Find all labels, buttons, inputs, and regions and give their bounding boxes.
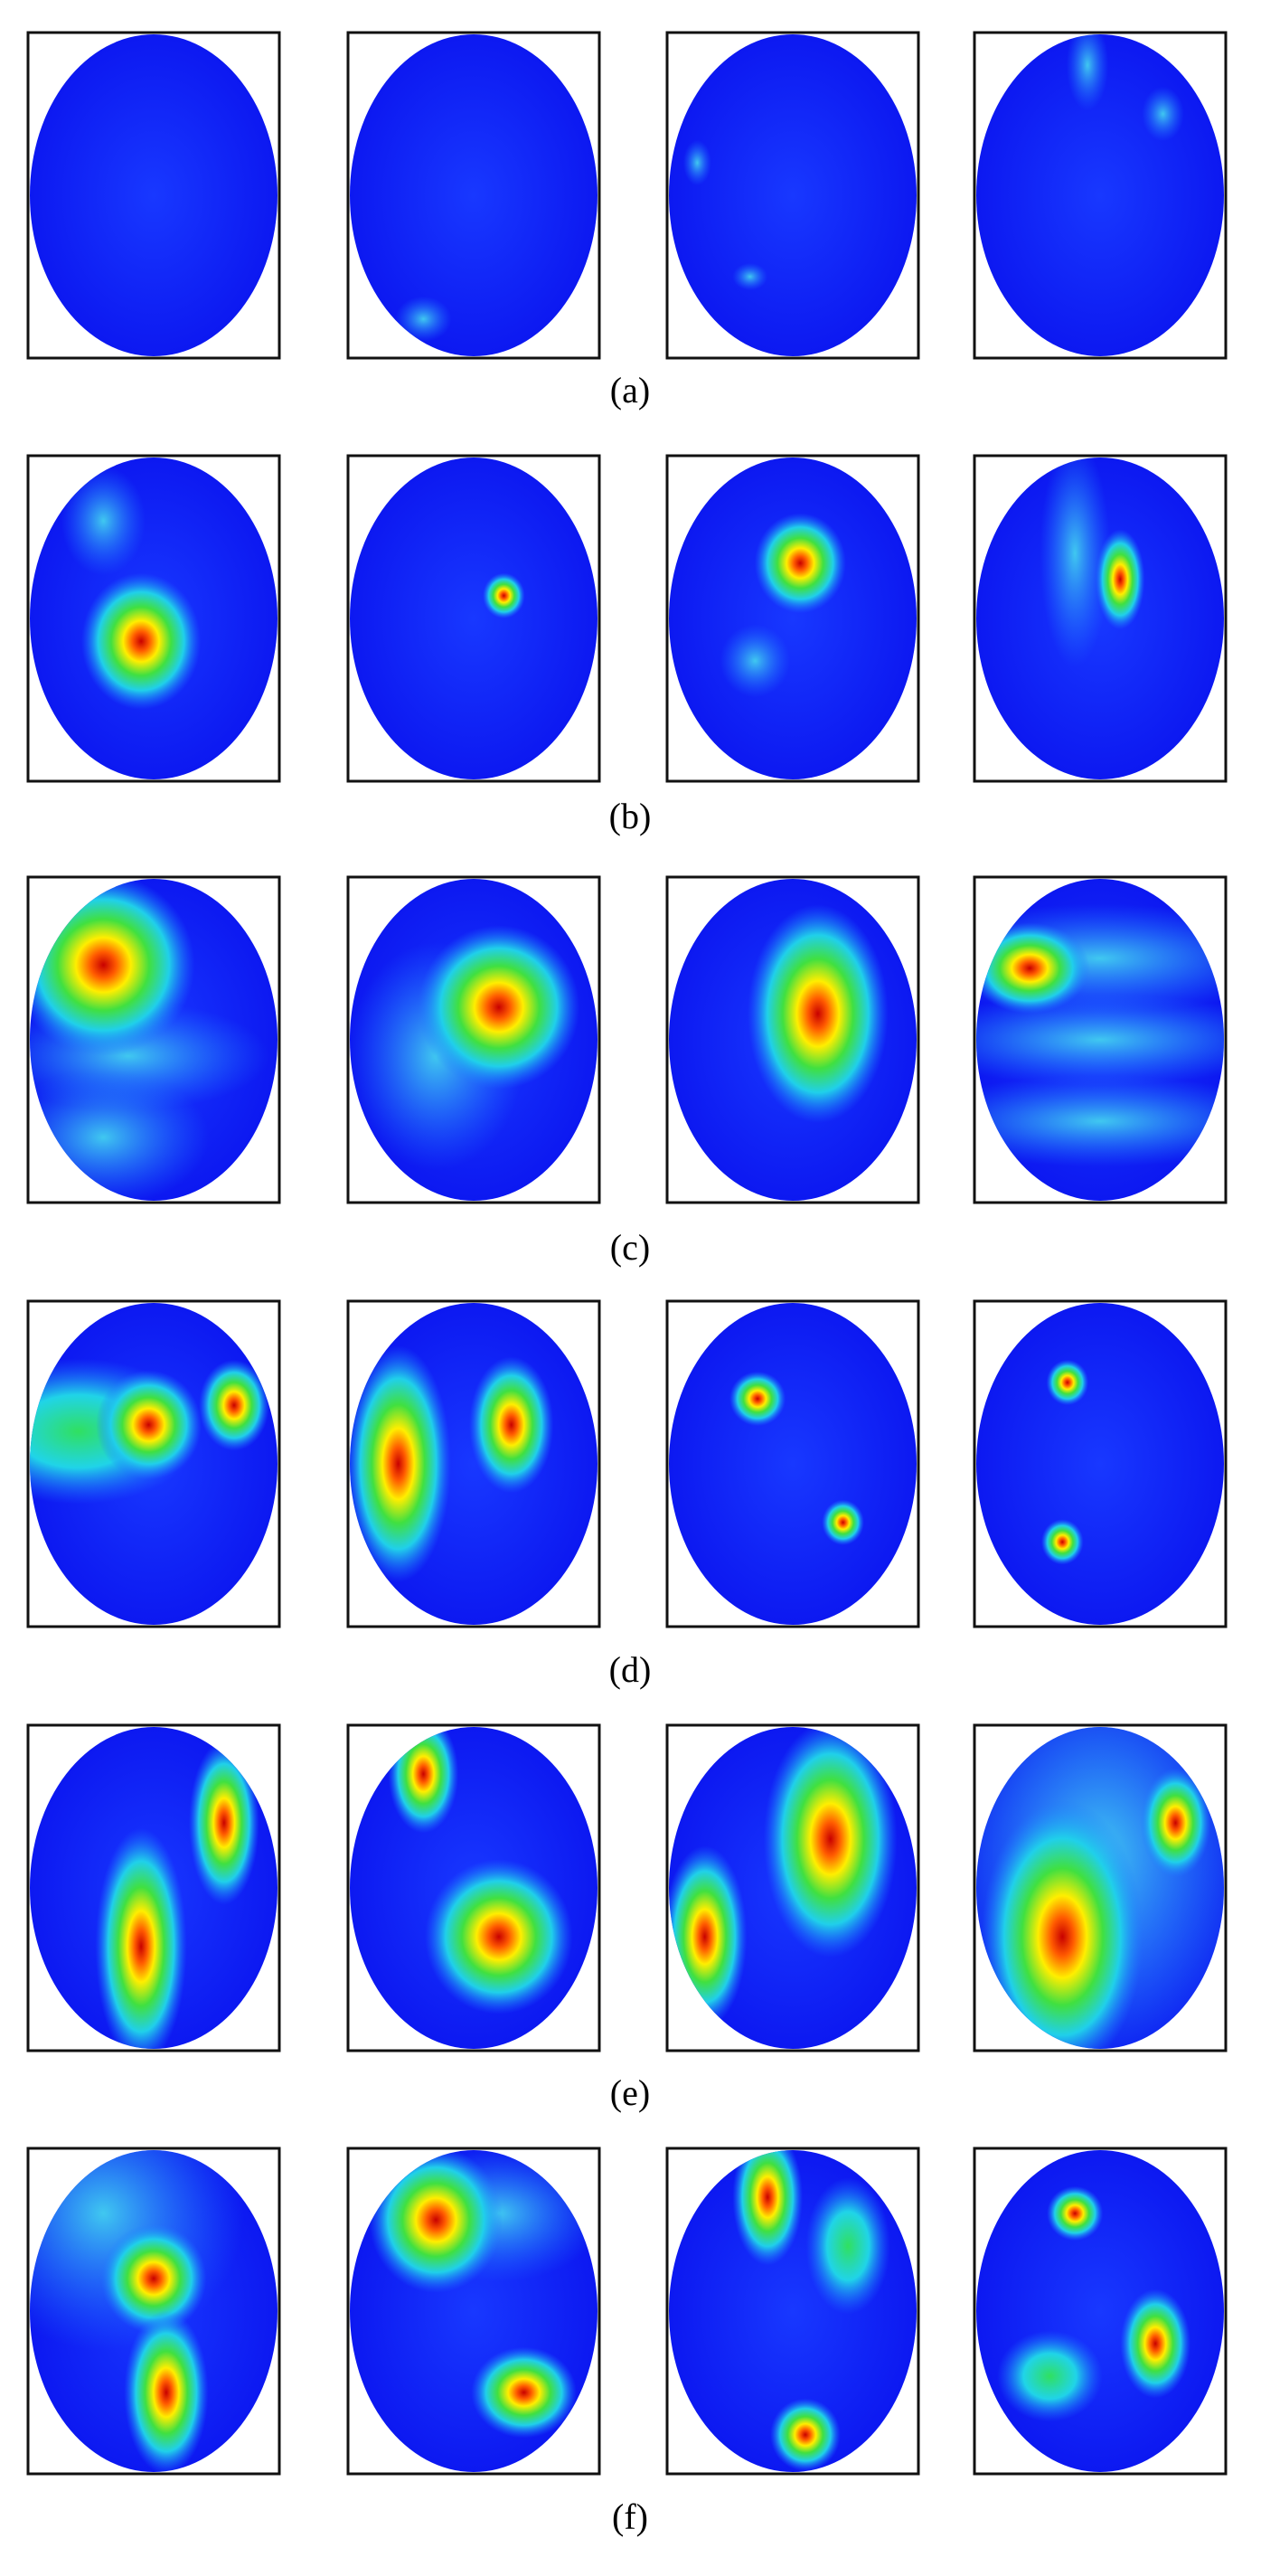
- hot-spot: [747, 904, 889, 1124]
- hot-spot: [369, 2150, 503, 2293]
- heatmap-disc: [976, 2150, 1224, 2472]
- hot-spots: [729, 1371, 864, 1546]
- heatmap-panel: [26, 1723, 281, 2052]
- hot-spots: [350, 925, 580, 1170]
- hot-spots: [483, 572, 525, 618]
- heatmap-panel: [665, 875, 920, 1204]
- hot-spot: [1142, 86, 1184, 142]
- heatmap-panel: [346, 1299, 601, 1628]
- heatmap-disc: [669, 1303, 917, 1625]
- panel-label: (f): [612, 2496, 648, 2537]
- heatmap-panel: [665, 1723, 920, 2052]
- hot-spot: [468, 1356, 554, 1494]
- heatmap-panel: [346, 875, 601, 1204]
- hot-spot: [80, 572, 202, 710]
- hot-spots: [732, 2150, 890, 2472]
- hot-spots: [95, 1741, 259, 2049]
- heatmap-disc: [350, 458, 598, 779]
- heatmap-panel: [665, 31, 920, 360]
- hot-spots: [30, 2150, 245, 2472]
- panel-label: (d): [609, 1649, 652, 1690]
- hot-spot: [754, 513, 846, 614]
- heatmap-panel: [346, 31, 601, 360]
- hot-spot: [682, 139, 711, 186]
- hot-spot: [729, 1371, 786, 1427]
- heatmap-panel: [26, 875, 281, 1204]
- hot-spots: [61, 466, 202, 710]
- hot-spot: [981, 1799, 1143, 2049]
- heatmap-disc: [669, 34, 917, 356]
- heatmap-panel: [346, 2147, 601, 2476]
- panel-label: (a): [610, 370, 650, 410]
- heatmap-panel: [346, 1723, 601, 2052]
- hot-spots: [1040, 1359, 1089, 1565]
- heatmap-panel: [26, 454, 281, 783]
- hot-spot: [124, 2310, 209, 2472]
- hot-spots: [1040, 458, 1145, 667]
- hot-spot: [96, 1370, 202, 1480]
- hot-spot: [1040, 1519, 1084, 1565]
- hot-spot: [100, 2223, 207, 2334]
- hot-spot: [1066, 34, 1109, 111]
- hot-spots: [395, 296, 452, 342]
- heatmap-disc: [350, 34, 598, 356]
- heatmap-disc: [669, 458, 917, 779]
- heatmap-panel: [665, 1299, 920, 1628]
- hot-spot: [1040, 458, 1111, 667]
- hot-spot: [188, 1741, 259, 1905]
- heatmap-panel: [973, 1723, 1228, 2052]
- hot-spot: [95, 1827, 187, 2049]
- hot-spots: [720, 513, 846, 698]
- hot-spot: [1047, 2185, 1104, 2241]
- hot-spots: [350, 1345, 554, 1583]
- hot-spot: [976, 994, 1224, 1086]
- hot-spot: [350, 1345, 451, 1583]
- hot-spots: [997, 2185, 1191, 2422]
- heatmap-disc: [30, 34, 278, 356]
- hot-spot: [763, 1727, 898, 1958]
- hot-spot: [997, 2330, 1103, 2422]
- hot-spot: [769, 2398, 841, 2472]
- hot-spot: [483, 572, 525, 618]
- hot-spot: [1095, 529, 1145, 630]
- hot-spot: [1046, 1359, 1089, 1406]
- hot-spot: [395, 296, 452, 342]
- hot-spot: [805, 2177, 890, 2315]
- panel-label: (c): [610, 1227, 650, 1268]
- heatmap-panel: [973, 31, 1228, 360]
- heatmap-panel: [665, 2147, 920, 2476]
- heatmap-disc: [976, 1303, 1224, 1625]
- hot-spot: [61, 466, 146, 576]
- heatmap-panel: [26, 1299, 281, 1628]
- hot-spots: [682, 139, 768, 291]
- panel-label: (b): [609, 796, 652, 836]
- hot-spot: [418, 925, 580, 1090]
- heatmap-panel: [973, 2147, 1228, 2476]
- heatmap-panel: [26, 31, 281, 360]
- hot-spot: [732, 262, 768, 291]
- hot-spot: [1120, 2288, 1191, 2399]
- hot-spot: [732, 2150, 804, 2266]
- heatmap-panel: [973, 1299, 1228, 1628]
- heatmap-panel: [26, 2147, 281, 2476]
- hot-spot: [720, 624, 791, 698]
- heatmap-panel: [973, 454, 1228, 783]
- panel-label: (e): [610, 2072, 650, 2113]
- heatmap-panel: [346, 454, 601, 783]
- hot-spot: [822, 1499, 864, 1546]
- heatmap-panel: [973, 875, 1228, 1204]
- hot-spots: [747, 904, 889, 1124]
- hot-spot: [199, 1359, 269, 1451]
- hot-spot: [425, 1859, 573, 2015]
- hot-spot: [976, 922, 1090, 1014]
- hot-spots: [30, 1358, 269, 1505]
- hot-spot: [471, 2346, 577, 2439]
- heatmap-panel: [665, 454, 920, 783]
- hot-spots: [1066, 34, 1184, 142]
- hot-spot: [1140, 1768, 1211, 1878]
